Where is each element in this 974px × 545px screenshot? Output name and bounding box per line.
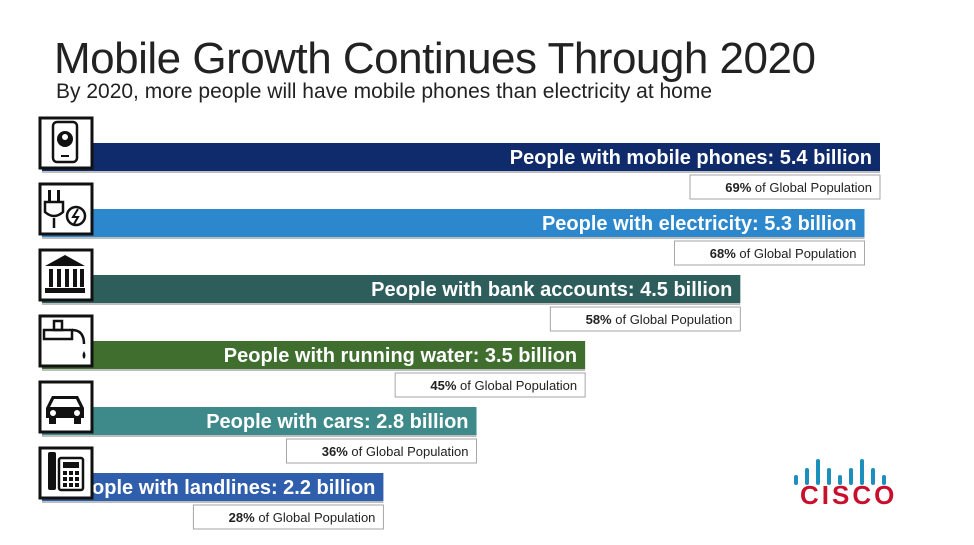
cisco-logo-text: CISCO [800,480,897,511]
bar-shadow [42,501,383,503]
plug-icon [40,184,92,234]
percent-label: 45% of Global Population [430,378,577,393]
bar-label: People with running water: 3.5 billion [224,345,577,367]
percent-label: 69% of Global Population [725,180,872,195]
percent-label: 36% of Global Population [322,444,469,459]
percent-label: 28% of Global Population [229,510,376,525]
car-icon [40,382,92,432]
bar-shadow [42,435,477,437]
bar-label: People with electricity: 5.3 billion [542,213,857,235]
bank-icon [40,250,92,300]
bar-shadow [42,237,864,239]
faucet-icon [40,316,92,366]
bar-label: People with mobile phones: 5.4 billion [510,147,872,169]
bar-shadow [42,303,740,305]
bar-shadow [42,369,585,371]
bar-label: People with landlines: 2.2 billion [68,477,376,499]
smartphone-icon [40,118,92,168]
percent-label: 58% of Global Population [586,312,733,327]
landline-phone-icon [40,448,92,498]
percent-label: 68% of Global Population [710,246,857,261]
bar-label: People with bank accounts: 4.5 billion [371,279,732,301]
bar-label: People with cars: 2.8 billion [206,411,468,433]
bar-shadow [42,171,880,173]
